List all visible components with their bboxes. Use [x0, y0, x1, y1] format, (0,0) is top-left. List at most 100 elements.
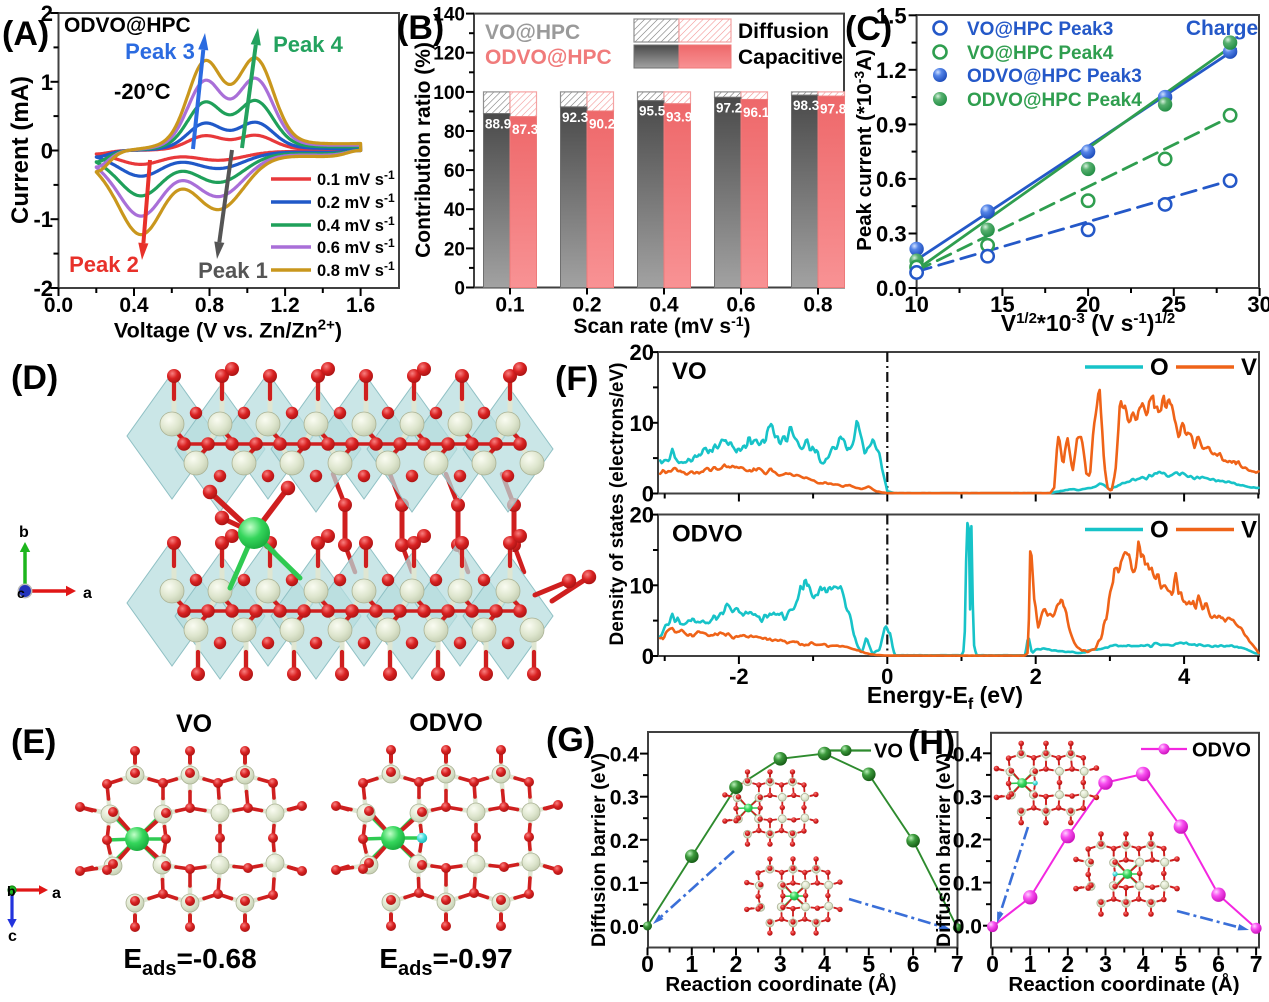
- svg-text:ODVO: ODVO: [1192, 740, 1251, 762]
- svg-text:96.1: 96.1: [743, 105, 770, 120]
- svg-text:0.2: 0.2: [572, 294, 601, 317]
- svg-text:ODVO: ODVO: [409, 709, 483, 737]
- svg-text:(B): (B): [397, 9, 444, 47]
- svg-text:0.2 mV s-1: 0.2 mV s-1: [317, 191, 395, 212]
- svg-text:Diffusion barrier (eV): Diffusion barrier (eV): [933, 753, 955, 947]
- svg-text:ODVO@HPC Peak3: ODVO@HPC Peak3: [967, 66, 1142, 87]
- svg-text:10: 10: [904, 292, 928, 317]
- svg-text:100: 100: [433, 83, 465, 104]
- svg-text:a: a: [83, 585, 92, 602]
- svg-text:Reaction coordinate (Å): Reaction coordinate (Å): [1008, 972, 1239, 996]
- svg-text:0.1: 0.1: [953, 873, 983, 896]
- svg-text:92.3: 92.3: [562, 110, 589, 125]
- svg-text:V: V: [1241, 354, 1257, 381]
- svg-text:0.1 mV s-1: 0.1 mV s-1: [317, 168, 395, 189]
- svg-text:0: 0: [881, 664, 893, 689]
- svg-text:0.6 mV s-1: 0.6 mV s-1: [317, 236, 395, 257]
- svg-text:0.6: 0.6: [876, 167, 907, 192]
- svg-text:87.3: 87.3: [512, 122, 539, 137]
- svg-text:0.3: 0.3: [876, 222, 907, 247]
- svg-text:Diffusion barrier (eV): Diffusion barrier (eV): [588, 753, 610, 947]
- svg-text:1.2: 1.2: [876, 58, 907, 83]
- svg-text:0.3: 0.3: [953, 786, 982, 809]
- svg-text:Diffusion: Diffusion: [738, 20, 829, 43]
- svg-text:Peak 3: Peak 3: [125, 39, 195, 64]
- svg-text:Contribution ratio (%): Contribution ratio (%): [412, 42, 435, 258]
- svg-text:(F): (F): [555, 360, 598, 398]
- svg-text:0: 0: [41, 139, 53, 164]
- svg-text:90.2: 90.2: [589, 117, 615, 132]
- svg-text:4: 4: [1178, 664, 1191, 689]
- svg-text:-1: -1: [33, 207, 53, 232]
- svg-text:ODVO@HPC: ODVO@HPC: [485, 46, 612, 69]
- svg-text:VO@HPC Peak3: VO@HPC Peak3: [967, 19, 1113, 40]
- svg-text:0.0: 0.0: [610, 916, 639, 939]
- svg-text:Capacitive: Capacitive: [738, 46, 843, 69]
- svg-text:ODVO@HPC Peak4: ODVO@HPC Peak4: [967, 90, 1142, 111]
- svg-text:0.1: 0.1: [495, 294, 525, 317]
- svg-text:30: 30: [1247, 292, 1269, 317]
- svg-text:60: 60: [444, 161, 465, 182]
- svg-text:Peak 1: Peak 1: [198, 258, 268, 283]
- svg-text:Reaction coordinate (Å): Reaction coordinate (Å): [665, 972, 896, 996]
- svg-text:-2: -2: [729, 664, 749, 689]
- svg-text:7: 7: [951, 951, 964, 977]
- svg-text:20: 20: [630, 503, 654, 528]
- svg-text:Scan rate (mV s-1): Scan rate (mV s-1): [573, 313, 750, 338]
- svg-text:95.5: 95.5: [639, 104, 666, 119]
- svg-text:Charge: Charge: [1186, 17, 1258, 40]
- svg-text:0.8: 0.8: [803, 294, 833, 317]
- svg-text:20: 20: [444, 239, 465, 260]
- svg-text:98.3: 98.3: [793, 98, 820, 113]
- svg-text:88.9: 88.9: [485, 117, 511, 132]
- svg-text:1.2: 1.2: [270, 294, 299, 317]
- svg-text:20: 20: [630, 340, 654, 365]
- svg-text:2: 2: [1030, 664, 1042, 689]
- svg-text:1: 1: [41, 70, 53, 95]
- svg-text:0.2: 0.2: [610, 830, 639, 853]
- svg-text:(A): (A): [2, 15, 49, 53]
- svg-text:(H): (H): [908, 724, 955, 762]
- svg-text:0.3: 0.3: [610, 787, 639, 810]
- svg-text:a: a: [52, 885, 61, 902]
- svg-text:10: 10: [630, 573, 654, 598]
- svg-text:0.8: 0.8: [195, 294, 225, 317]
- svg-text:0.4: 0.4: [610, 744, 640, 767]
- svg-text:VO: VO: [176, 710, 212, 738]
- svg-text:ODVO: ODVO: [672, 521, 743, 548]
- svg-text:0.0: 0.0: [876, 276, 907, 301]
- svg-text:VO: VO: [874, 741, 903, 763]
- svg-text:Peak 2: Peak 2: [69, 252, 139, 277]
- svg-text:(E): (E): [11, 723, 56, 761]
- svg-text:VO@HPC Peak4: VO@HPC Peak4: [967, 43, 1114, 64]
- svg-text:40: 40: [444, 200, 465, 221]
- svg-text:-2: -2: [33, 276, 53, 301]
- svg-text:0.4: 0.4: [119, 294, 149, 317]
- svg-text:0: 0: [641, 951, 654, 977]
- svg-text:0: 0: [642, 644, 654, 669]
- svg-text:7: 7: [1250, 951, 1263, 977]
- svg-text:O: O: [1150, 517, 1169, 544]
- svg-text:(C): (C): [845, 10, 892, 48]
- svg-text:Current (mA): Current (mA): [7, 76, 34, 224]
- svg-text:b: b: [7, 883, 16, 899]
- svg-text:Peak 4: Peak 4: [273, 32, 343, 57]
- svg-text:80: 80: [444, 122, 465, 143]
- svg-text:93.9: 93.9: [666, 109, 692, 124]
- svg-text:97.8: 97.8: [820, 102, 847, 117]
- svg-text:0.2: 0.2: [953, 830, 982, 853]
- svg-text:0.0: 0.0: [953, 916, 982, 939]
- svg-text:c: c: [17, 585, 25, 601]
- svg-text:10: 10: [630, 411, 654, 436]
- svg-text:0.4 mV s-1: 0.4 mV s-1: [317, 214, 395, 235]
- svg-text:0.4: 0.4: [953, 743, 983, 766]
- svg-text:Voltage (V vs. Zn/Zn2+): Voltage (V vs. Zn/Zn2+): [114, 317, 342, 343]
- svg-text:0.4: 0.4: [649, 294, 679, 317]
- svg-text:Density of states (electrons/e: Density of states (electrons/eV): [607, 363, 628, 646]
- svg-text:VO: VO: [672, 358, 707, 385]
- svg-text:VO@HPC: VO@HPC: [485, 21, 580, 44]
- svg-text:97.2: 97.2: [716, 100, 742, 115]
- svg-text:0.8 mV s-1: 0.8 mV s-1: [317, 259, 395, 280]
- svg-text:b: b: [19, 524, 29, 541]
- svg-text:0: 0: [454, 279, 465, 300]
